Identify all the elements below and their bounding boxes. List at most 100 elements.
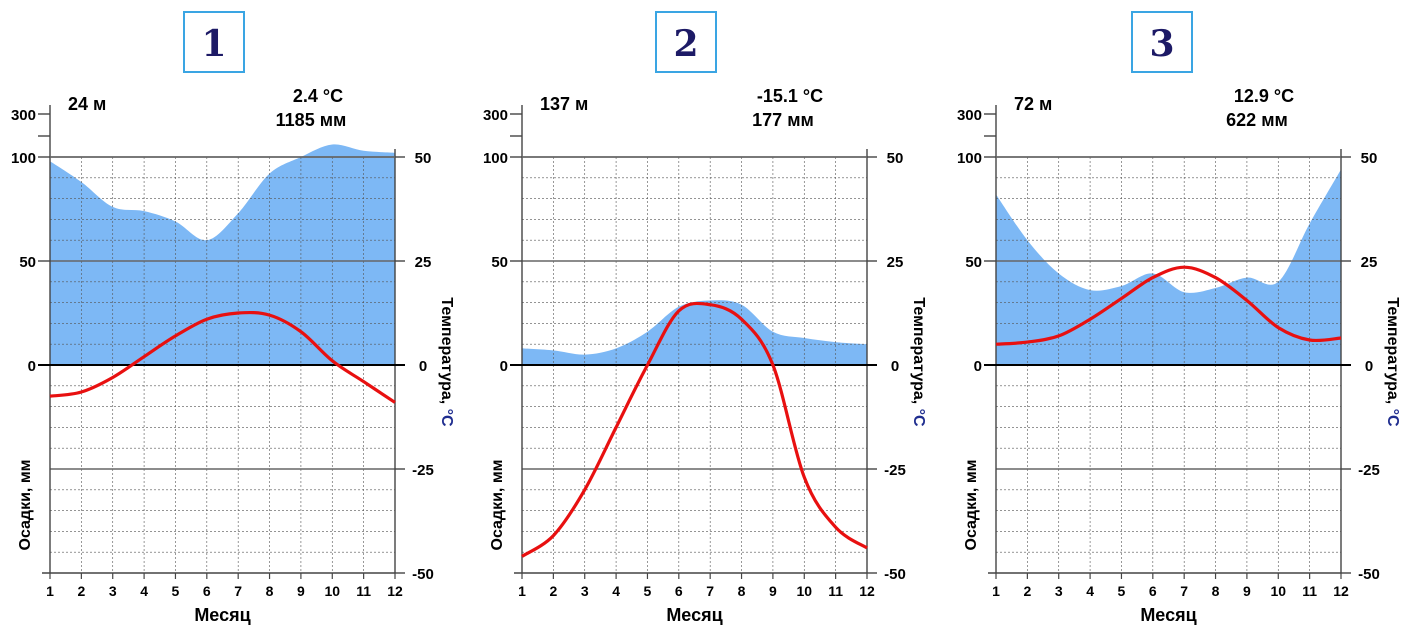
x-tick-label: 12 bbox=[387, 583, 403, 599]
right-tick-label: 25 bbox=[1361, 254, 1378, 271]
x-tick-label: 5 bbox=[172, 583, 180, 599]
station-elevation: 24 м bbox=[68, 94, 106, 114]
right-axis-title: Температура, °C bbox=[438, 297, 455, 427]
station-elevation: 137 м bbox=[540, 94, 588, 114]
x-tick-label: 5 bbox=[644, 583, 652, 599]
x-tick-label: 7 bbox=[706, 583, 714, 599]
x-tick-label: 11 bbox=[1302, 583, 1317, 599]
right-tick-label: -25 bbox=[412, 462, 434, 479]
right-axis-title-unit: °C bbox=[910, 409, 927, 427]
right-axis-title-main: Температура, bbox=[438, 297, 455, 408]
x-tick-label: 3 bbox=[1055, 583, 1063, 599]
x-tick-label: 12 bbox=[1333, 583, 1349, 599]
x-tick-label: 6 bbox=[203, 583, 211, 599]
x-tick-label: 12 bbox=[859, 583, 875, 599]
precipitation-area bbox=[50, 144, 395, 365]
x-tick-label: 8 bbox=[1212, 583, 1220, 599]
left-tick-label: 0 bbox=[28, 358, 36, 375]
annual-precipitation: 177 мм bbox=[752, 110, 814, 130]
temperature-line bbox=[521, 301, 868, 558]
chart-badge-number: 1 bbox=[201, 23, 226, 65]
right-tick-label: 0 bbox=[419, 358, 427, 375]
left-axis-title: Осадки, мм bbox=[963, 460, 980, 551]
right-tick-label: -25 bbox=[884, 462, 906, 479]
temperature-line bbox=[995, 265, 1342, 346]
right-tick-label: 50 bbox=[887, 150, 904, 167]
right-axis-title: Температура, °C bbox=[910, 297, 927, 427]
x-tick-label: 10 bbox=[324, 583, 340, 599]
x-tick-label: 4 bbox=[1086, 583, 1094, 599]
station-elevation: 72 м bbox=[1014, 94, 1052, 114]
right-axis-title-main: Температура, bbox=[910, 297, 927, 408]
left-tick-label: 100 bbox=[11, 150, 36, 167]
left-tick-label: 100 bbox=[957, 150, 982, 167]
x-tick-label: 9 bbox=[1243, 583, 1251, 599]
chart-badge-box bbox=[183, 11, 245, 73]
x-tick-label: 1 bbox=[46, 583, 54, 599]
left-tick-label: 0 bbox=[500, 358, 508, 375]
x-tick-label: 10 bbox=[1270, 583, 1286, 599]
x-axis-title: Месяц bbox=[1140, 605, 1196, 625]
x-tick-label: 11 bbox=[356, 583, 371, 599]
x-axis-title: Месяц bbox=[194, 605, 250, 625]
x-tick-label: 2 bbox=[1023, 583, 1031, 599]
left-tick-label: 300 bbox=[11, 107, 36, 124]
x-tick-label: 6 bbox=[1149, 583, 1157, 599]
left-tick-label: 300 bbox=[483, 107, 508, 124]
x-tick-label: 6 bbox=[675, 583, 683, 599]
precipitation-area bbox=[996, 169, 1341, 365]
left-tick-label: 0 bbox=[974, 358, 982, 375]
right-tick-label: 0 bbox=[1365, 358, 1373, 375]
x-tick-label: 2 bbox=[77, 583, 85, 599]
right-tick-label: 25 bbox=[887, 254, 904, 271]
mean-annual-temperature: -15.1 °C bbox=[757, 86, 823, 106]
right-tick-label: 50 bbox=[1361, 150, 1378, 167]
left-tick-label: 50 bbox=[19, 254, 36, 271]
left-tick-label: 50 bbox=[965, 254, 982, 271]
left-tick-label: 100 bbox=[483, 150, 508, 167]
x-tick-label: 9 bbox=[297, 583, 305, 599]
x-tick-label: 7 bbox=[1180, 583, 1188, 599]
right-axis-title-main: Температура, bbox=[1384, 297, 1401, 408]
right-axis-title: Температура, °C bbox=[1384, 297, 1401, 427]
right-tick-label: -50 bbox=[1358, 566, 1380, 583]
chart-badge-number: 3 bbox=[1149, 23, 1174, 65]
x-tick-label: 8 bbox=[266, 583, 274, 599]
x-tick-label: 3 bbox=[581, 583, 589, 599]
right-axis-title-unit: °C bbox=[1384, 409, 1401, 427]
annual-precipitation: 1185 мм bbox=[276, 110, 347, 130]
right-tick-label: 0 bbox=[891, 358, 899, 375]
right-axis-title-unit: °C bbox=[438, 409, 455, 427]
precipitation-area bbox=[522, 300, 867, 365]
left-axis-title: Осадки, мм bbox=[489, 460, 506, 551]
x-tick-label: 2 bbox=[549, 583, 557, 599]
right-tick-label: -25 bbox=[1358, 462, 1380, 479]
right-tick-label: -50 bbox=[884, 566, 906, 583]
x-tick-label: 11 bbox=[828, 583, 843, 599]
chart-badge-number: 2 bbox=[673, 23, 698, 65]
x-tick-label: 4 bbox=[612, 583, 620, 599]
temperature-line bbox=[49, 310, 396, 404]
right-tick-label: 25 bbox=[415, 254, 432, 271]
x-tick-label: 4 bbox=[140, 583, 148, 599]
x-tick-label: 5 bbox=[1118, 583, 1126, 599]
chart-badge-box bbox=[655, 11, 717, 73]
right-tick-label: 50 bbox=[415, 150, 432, 167]
x-tick-label: 8 bbox=[738, 583, 746, 599]
x-tick-label: 7 bbox=[234, 583, 242, 599]
x-tick-label: 1 bbox=[992, 583, 1000, 599]
x-tick-label: 1 bbox=[518, 583, 526, 599]
left-tick-label: 300 bbox=[957, 107, 982, 124]
mean-annual-temperature: 12.9 °C bbox=[1234, 86, 1294, 106]
x-tick-label: 3 bbox=[109, 583, 117, 599]
mean-annual-temperature: 2.4 °C bbox=[293, 86, 343, 106]
x-tick-label: 9 bbox=[769, 583, 777, 599]
right-tick-label: -50 bbox=[412, 566, 434, 583]
left-tick-label: 50 bbox=[491, 254, 508, 271]
annual-precipitation: 622 мм bbox=[1226, 110, 1288, 130]
